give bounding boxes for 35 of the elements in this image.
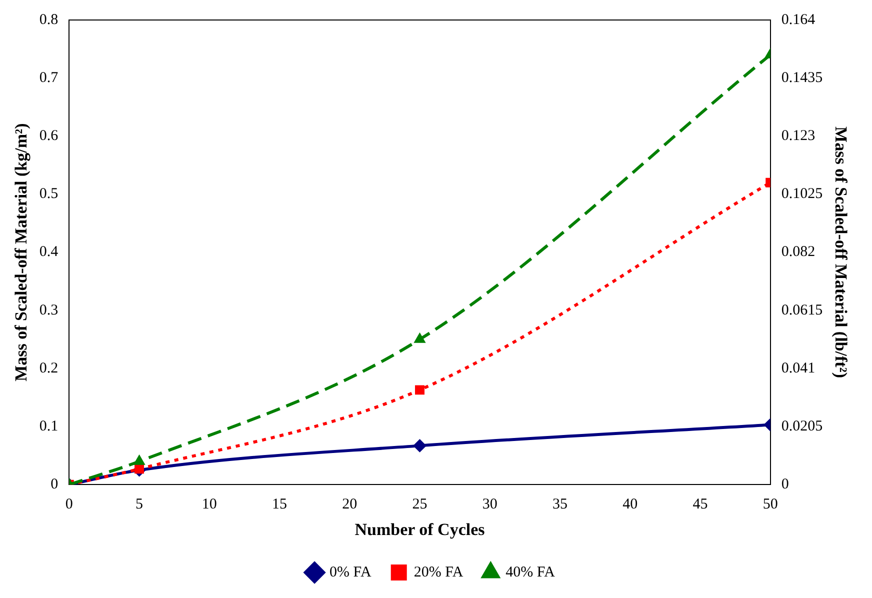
y-tick-label: 0.4 (39, 244, 59, 260)
y-tick-label: 0.5 (39, 186, 58, 202)
y-tick-label: 0.1 (39, 418, 58, 434)
y2-tick-label: 0.1435 (781, 70, 823, 86)
x-tick-label: 5 (136, 496, 144, 513)
y-axis-title: Mass of Scaled-off Material (kg/m²) (12, 123, 31, 382)
y-tick-label: 0.7 (39, 70, 59, 86)
y2-tick-label: 0.041 (781, 360, 816, 376)
x-tick-label: 30 (482, 496, 498, 513)
y2-tick-label: 0.0615 (781, 302, 823, 318)
y-tick-label: 0.8 (39, 12, 58, 28)
y-tick-label: 0.2 (39, 360, 58, 376)
x-tick-label: 40 (622, 496, 638, 513)
x-tick-label: 20 (342, 496, 358, 513)
x-tick-label: 15 (272, 496, 288, 513)
y2-axis-title: Mass of Scaled-off Material (lb/ft²) (831, 126, 850, 378)
x-tick-label: 50 (762, 496, 778, 513)
x-axis-title: Number of Cycles (354, 520, 486, 540)
y2-tick-label: 0.1025 (781, 186, 823, 202)
y2-tick-label: 0.123 (781, 128, 816, 144)
x-tick-label: 45 (692, 496, 708, 513)
legend-label: 0% FA (330, 564, 372, 580)
legend-label: 40% FA (506, 564, 556, 580)
legend-label: 20% FA (414, 564, 464, 580)
y2-tick-label: 0.082 (781, 244, 816, 260)
y2-tick-label: 0 (781, 476, 789, 493)
y-tick-label: 0 (50, 476, 58, 493)
x-tick-label: 35 (552, 496, 568, 513)
y-tick-label: 0.6 (39, 128, 59, 144)
y2-tick-label: 0.164 (781, 12, 816, 28)
x-tick-label: 25 (412, 496, 428, 513)
x-tick-label: 10 (202, 496, 217, 513)
x-tick-label: 0 (65, 496, 73, 513)
y2-tick-label: 0.0205 (781, 418, 823, 434)
y-tick-label: 0.3 (39, 302, 58, 318)
